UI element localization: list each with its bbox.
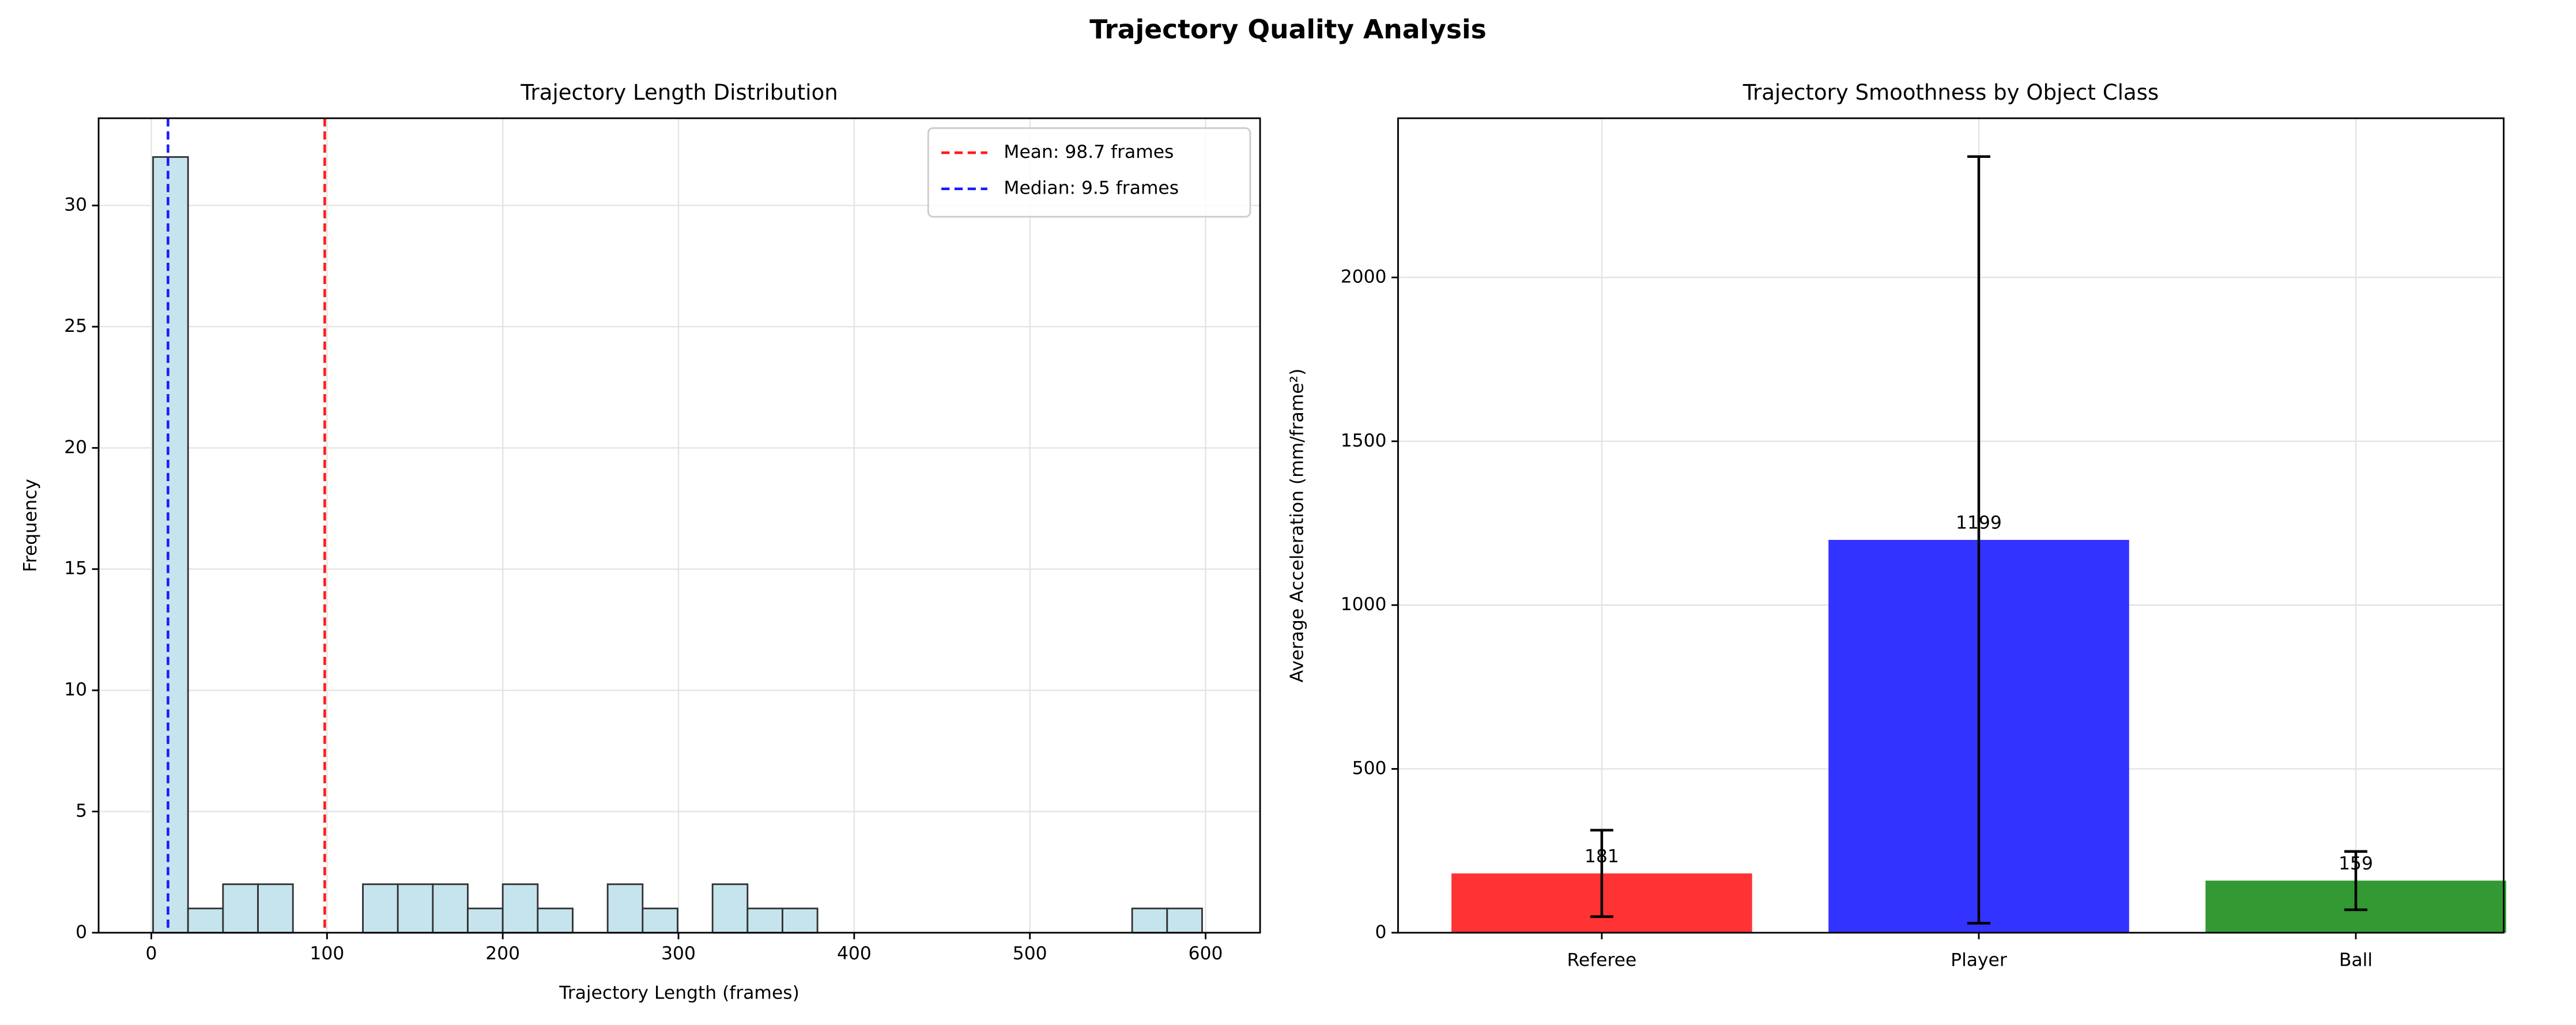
error-bar [2344,850,2367,911]
histogram-bar [432,883,469,934]
x-tick-label: Referee [1567,950,1636,970]
histogram-bar [152,156,189,934]
histogram-bar [1131,907,1168,934]
subplot-title: Trajectory Smoothness by Object Class [1743,80,2159,105]
histogram-bar [606,883,644,934]
histogram-bar [501,883,539,934]
y-tick-label: 500 [1352,758,1387,779]
histogram-bar [257,883,294,934]
histogram-bar [537,907,574,934]
y-tick-label: 1000 [1341,594,1387,615]
histogram-bar [187,907,224,934]
legend-label: Mean: 98.7 frames [1004,142,1174,162]
y-tick-label: 30 [64,195,87,215]
histogram-bar [397,883,434,934]
histogram-bar [222,883,259,934]
x-tick-label: 300 [661,943,696,964]
x-tick-label: Player [1951,950,2007,970]
y-axis-label: Average Acceleration (mm/frame²) [1287,369,1308,683]
y-axis-label: Frequency [20,479,41,572]
x-tick-label: 200 [485,943,520,964]
y-tick-label: 5 [76,800,87,821]
x-tick-label: 400 [837,943,872,964]
histogram-bar [782,907,819,934]
legend-label: Median: 9.5 frames [1004,178,1179,199]
histogram-bar [711,883,749,934]
histogram-bar [1166,907,1203,934]
x-tick-label: 100 [310,943,344,964]
y-tick-label: 0 [76,922,87,943]
y-tick-label: 2000 [1341,267,1387,288]
plot-frame [97,117,1261,934]
subplot-title: Trajectory Length Distribution [520,80,838,105]
y-tick-label: 25 [64,316,87,336]
y-tick-label: 15 [64,558,87,579]
histogram-bar [362,883,399,934]
value-label: 181 [1585,846,1619,867]
y-tick-label: 1500 [1341,430,1387,451]
x-tick-label: Ball [2339,950,2373,970]
plot-frame [1397,117,2505,934]
x-tick-label: 0 [146,943,157,964]
y-tick-label: 20 [64,437,87,457]
value-label: 1199 [1956,513,2002,534]
error-bar [1590,829,1613,918]
x-tick-label: 600 [1189,943,1223,964]
error-bar [1967,155,1990,925]
histogram-bar [746,907,783,934]
y-tick-label: 0 [1375,922,1387,943]
value-label: 159 [2339,853,2373,874]
legend-box [927,127,1251,218]
x-tick-label: 500 [1013,943,1047,964]
histogram-bar [467,907,504,934]
y-tick-label: 10 [64,679,87,700]
histogram-bar [642,907,678,934]
figure-title: Trajectory Quality Analysis [1089,14,1487,45]
x-axis-label: Trajectory Length (frames) [559,982,799,1003]
